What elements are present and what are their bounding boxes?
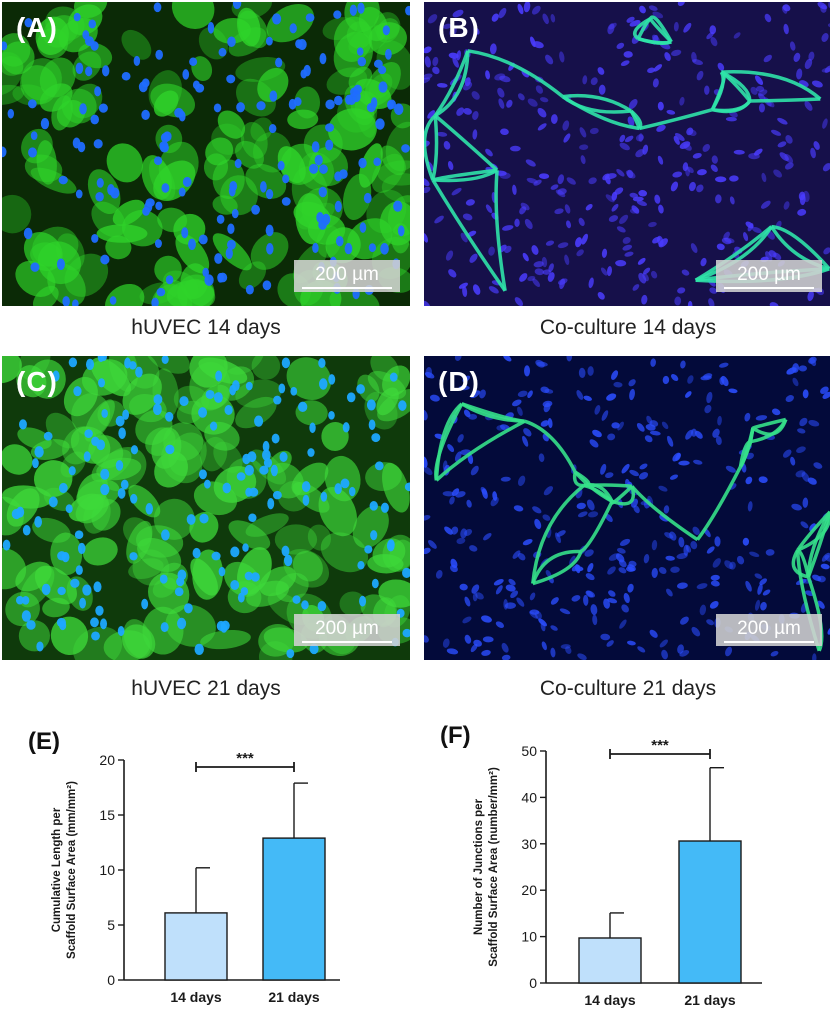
y-tick-label: 20 — [99, 752, 115, 768]
chart-label-f: (F) — [440, 722, 471, 749]
scale-bar-c: 200 µm — [294, 614, 400, 646]
y-tick-label: 15 — [99, 807, 115, 823]
panel-label-d: (D) — [438, 366, 480, 397]
micrograph-c: (C) 200 µm — [2, 356, 410, 660]
y-tick-label: 30 — [521, 836, 537, 852]
y-axis-label: Number of Junctions per — [473, 798, 485, 935]
micrograph-d-image — [424, 356, 830, 660]
bar — [678, 840, 742, 984]
panel-label-b: (B) — [438, 12, 480, 43]
x-tick-label: 14 days — [584, 992, 636, 1008]
significance-label: *** — [651, 738, 669, 754]
chart-cumulative-length: 0 5 10 15 20 Cumulative Length per Scaffold Su… — [51, 750, 340, 1005]
chart-junctions: 0 10 20 30 40 50 Number of Junctions per Scaffo… — [473, 738, 762, 1008]
micrograph-b-image — [424, 2, 830, 306]
micrograph-c-image — [2, 356, 410, 660]
y-tick-label: 20 — [521, 882, 537, 898]
chart-label-e: (E) — [28, 728, 60, 755]
bar — [578, 937, 642, 984]
scale-bar-d: 200 µm — [716, 614, 822, 646]
y-tick-label: 50 — [521, 743, 537, 759]
caption-d: Co-culture 21 days — [539, 677, 717, 700]
significance-label: *** — [236, 750, 254, 767]
panel-label-c: (C) — [16, 366, 58, 397]
y-tick-label: 40 — [521, 789, 537, 805]
x-tick-label: 21 days — [268, 989, 320, 1005]
caption-c: hUVEC 21 days — [131, 677, 281, 700]
panel-label-a: (A) — [16, 12, 58, 43]
caption-b: Co-culture 14 days — [539, 316, 717, 339]
scale-bar-a: 200 µm — [294, 260, 400, 292]
micrograph-d: (D) 200 µm — [424, 356, 830, 660]
y-axis-label-line2: Scaffold Surface Area (number/mm²) — [488, 767, 500, 967]
y-tick-label: 5 — [107, 917, 115, 933]
x-tick-label: 14 days — [170, 989, 222, 1005]
y-axis-label: Cumulative Length per — [51, 807, 63, 932]
y-axis-label-line2: Scaffold Surface Area (mm/mm²) — [66, 781, 78, 959]
y-tick-label: 0 — [107, 972, 115, 988]
scale-bar-b: 200 µm — [716, 260, 822, 292]
caption-a: hUVEC 14 days — [131, 316, 281, 339]
bar — [164, 912, 228, 981]
y-tick-label: 10 — [99, 862, 115, 878]
micrograph-b: (B) 200 µm — [424, 2, 830, 306]
x-tick-label: 21 days — [684, 992, 736, 1008]
y-tick-label: 10 — [521, 929, 537, 945]
bar — [262, 837, 326, 981]
micrograph-a: (A) 200 µm — [2, 2, 410, 306]
y-tick-label: 0 — [529, 975, 537, 991]
